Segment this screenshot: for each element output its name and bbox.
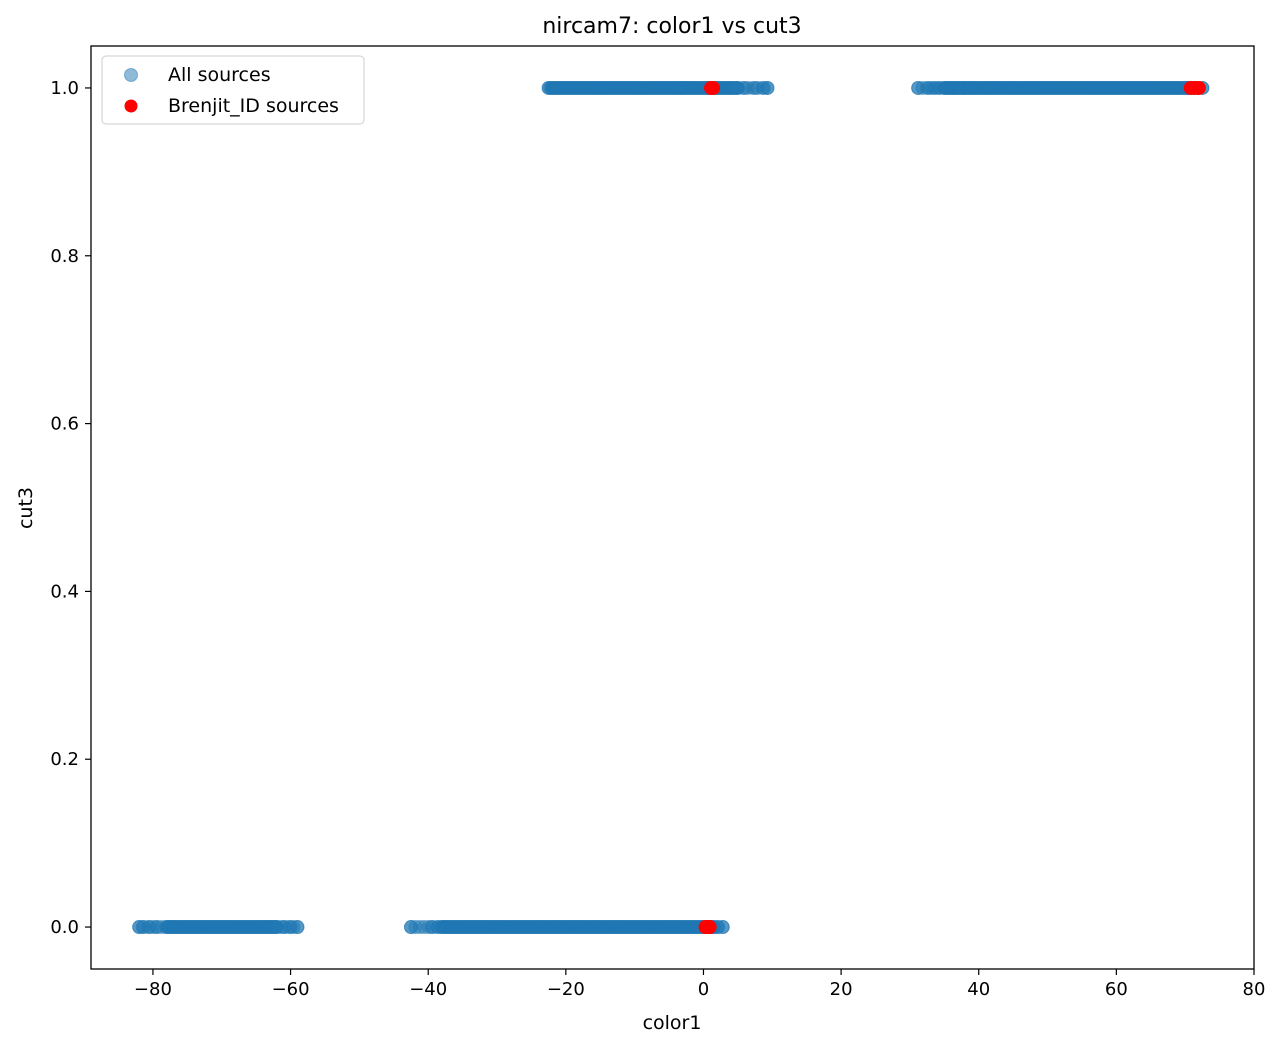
- y-axis-ticks: 0.0 0.2 0.4 0.6 0.8 1.0: [50, 78, 91, 938]
- x-tick-label: −40: [409, 979, 447, 1000]
- x-tick-label: 40: [967, 979, 990, 1000]
- chart-title: nircam7: color1 vs cut3: [542, 14, 801, 39]
- y-tick-label: 0.2: [50, 749, 79, 770]
- source-point: [269, 920, 284, 935]
- x-axis-label: color1: [643, 1012, 702, 1034]
- legend: All sources Brenjit_ID sources: [101, 55, 365, 125]
- x-axis-ticks: −80 −60 −40 −20 0 20 40 60 80: [134, 969, 1266, 1000]
- highlight-points-layer: [698, 80, 1206, 935]
- x-tick-label: 20: [830, 979, 853, 1000]
- legend-marker-brenjit-sources: [124, 99, 138, 113]
- brenjit-point: [706, 80, 721, 95]
- legend-label-brenjit-sources: Brenjit_ID sources: [168, 95, 339, 117]
- x-tick-label: 80: [1243, 979, 1266, 1000]
- source-point: [760, 80, 775, 95]
- x-tick-label: −80: [134, 979, 172, 1000]
- plot-area-frame: [90, 45, 1255, 970]
- y-axis-label: cut3: [15, 487, 37, 529]
- legend-label-all-sources: All sources: [168, 64, 271, 86]
- source-point: [730, 80, 745, 95]
- legend-marker-all-sources: [124, 68, 138, 82]
- y-tick-label: 1.0: [50, 78, 79, 99]
- x-tick-label: −20: [547, 979, 585, 1000]
- legend-box: [101, 55, 365, 125]
- y-tick-label: 0.8: [50, 246, 79, 267]
- points-layer: [132, 80, 1210, 935]
- y-tick-label: 0.6: [50, 414, 79, 435]
- y-tick-label: 0.0: [50, 917, 79, 938]
- y-tick-label: 0.4: [50, 581, 79, 602]
- x-tick-label: −60: [272, 979, 310, 1000]
- brenjit-point: [699, 920, 714, 935]
- x-tick-label: 0: [698, 979, 709, 1000]
- source-point: [290, 920, 305, 935]
- brenjit-point: [1191, 80, 1206, 95]
- x-tick-label: 60: [1105, 979, 1128, 1000]
